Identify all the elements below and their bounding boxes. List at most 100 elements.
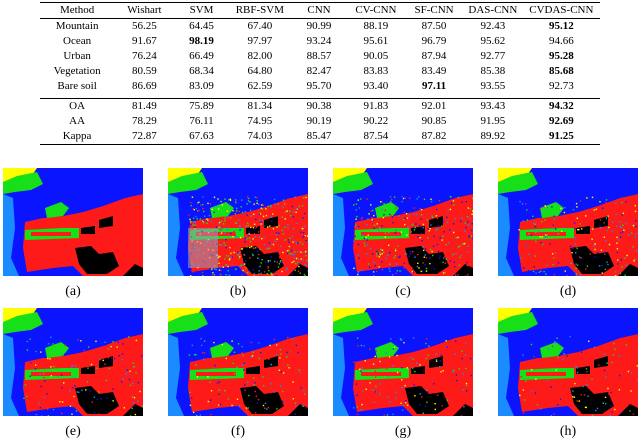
noise-pixel (189, 404, 192, 406)
vegetation-region (498, 312, 538, 334)
noise-pixel (390, 214, 393, 217)
row-label: Bare soil (57, 80, 97, 92)
noise-pixel (403, 236, 406, 239)
noise-pixel (616, 242, 618, 244)
noise-pixel (268, 242, 271, 245)
noise-pixel (104, 344, 107, 346)
noise-pixel (576, 400, 578, 402)
map-image (168, 308, 308, 416)
noise-pixel (457, 236, 459, 239)
noise-pixel (396, 371, 399, 374)
noise-pixel (459, 256, 461, 259)
noise-pixel (374, 391, 377, 393)
table-cell: 81.49 (132, 100, 157, 112)
noise-pixel (401, 196, 403, 198)
noise-pixel (530, 390, 533, 392)
noise-pixel (261, 208, 264, 210)
noise-pixel (224, 220, 226, 222)
noise-pixel (365, 236, 367, 238)
noise-pixel (189, 218, 191, 221)
noise-pixel (416, 362, 418, 364)
noise-pixel (305, 250, 307, 253)
classification-map-f (168, 308, 308, 416)
noise-pixel (442, 235, 444, 238)
noise-pixel (264, 407, 266, 409)
noise-pixel (379, 253, 381, 256)
noise-pixel (225, 252, 227, 254)
table-cell: 80.59 (132, 65, 157, 77)
noise-pixel (423, 198, 426, 200)
table-cell: 87.82 (421, 130, 447, 142)
noise-pixel (585, 268, 587, 270)
noise-pixel (353, 240, 355, 242)
noise-pixel (401, 200, 403, 203)
noise-pixel (371, 389, 374, 391)
noise-pixel (575, 252, 577, 254)
noise-pixel (142, 338, 143, 340)
noise-pixel (305, 240, 307, 242)
noise-pixel (384, 209, 386, 211)
noise-pixel (574, 227, 576, 230)
noise-pixel (425, 389, 428, 391)
noise-pixel (445, 244, 447, 246)
noise-pixel (195, 208, 198, 210)
noise-pixel (436, 228, 439, 230)
pier-2 (99, 356, 113, 368)
noise-pixel (277, 266, 280, 268)
noise-pixel (471, 226, 473, 228)
noise-pixel (267, 406, 270, 409)
noise-pixel (572, 390, 574, 392)
table-row: Mountain 56.25 64.45 67.40 90.99 88.19 87.50 92… (40, 19, 600, 35)
noise-pixel (439, 366, 441, 368)
noise-pixel (411, 271, 413, 273)
noise-pixel (281, 216, 283, 218)
noise-pixel (249, 257, 251, 259)
noise-pixel (256, 402, 259, 404)
park-road (361, 372, 401, 376)
noise-pixel (228, 259, 231, 261)
noise-pixel (195, 407, 197, 410)
noise-pixel (306, 345, 308, 348)
noise-pixel (207, 219, 209, 221)
noise-pixel (544, 219, 546, 221)
noise-pixel (287, 336, 289, 339)
noise-pixel (249, 240, 252, 243)
noise-pixel (253, 223, 256, 225)
noise-pixel (265, 208, 267, 210)
noise-pixel (422, 246, 424, 248)
noise-pixel (303, 393, 306, 395)
noise-pixel (406, 253, 408, 256)
noise-pixel (613, 342, 615, 345)
noise-pixel (219, 233, 222, 235)
table-cell: 87.54 (363, 130, 389, 142)
noise-pixel (553, 257, 555, 259)
bay-region (538, 310, 638, 358)
noise-pixel (465, 342, 467, 344)
noise-pixel (244, 389, 246, 391)
noise-pixel (96, 398, 99, 401)
vegetation-patch (375, 342, 399, 358)
noise-pixel (453, 386, 456, 388)
park-road (196, 372, 236, 376)
noise-pixel (294, 413, 297, 415)
noise-pixel (408, 255, 411, 257)
noise-pixel (624, 404, 626, 407)
noise-pixel (291, 235, 294, 237)
noise-pixel (412, 251, 414, 253)
noise-pixel (426, 219, 428, 221)
noise-pixel (400, 209, 403, 211)
noise-pixel (269, 204, 272, 207)
noise-pixel (200, 204, 202, 206)
noise-pixel (585, 215, 587, 217)
noise-pixel (262, 376, 264, 378)
noise-pixel (399, 339, 402, 341)
map-image (498, 308, 638, 416)
noise-pixel (306, 235, 308, 237)
noise-pixel (246, 246, 248, 248)
noise-pixel (414, 256, 416, 258)
noise-pixel (267, 260, 270, 262)
noise-pixel (608, 393, 610, 396)
noise-pixel (128, 336, 130, 338)
noise-pixel (455, 274, 457, 276)
noise-pixel (50, 375, 53, 377)
